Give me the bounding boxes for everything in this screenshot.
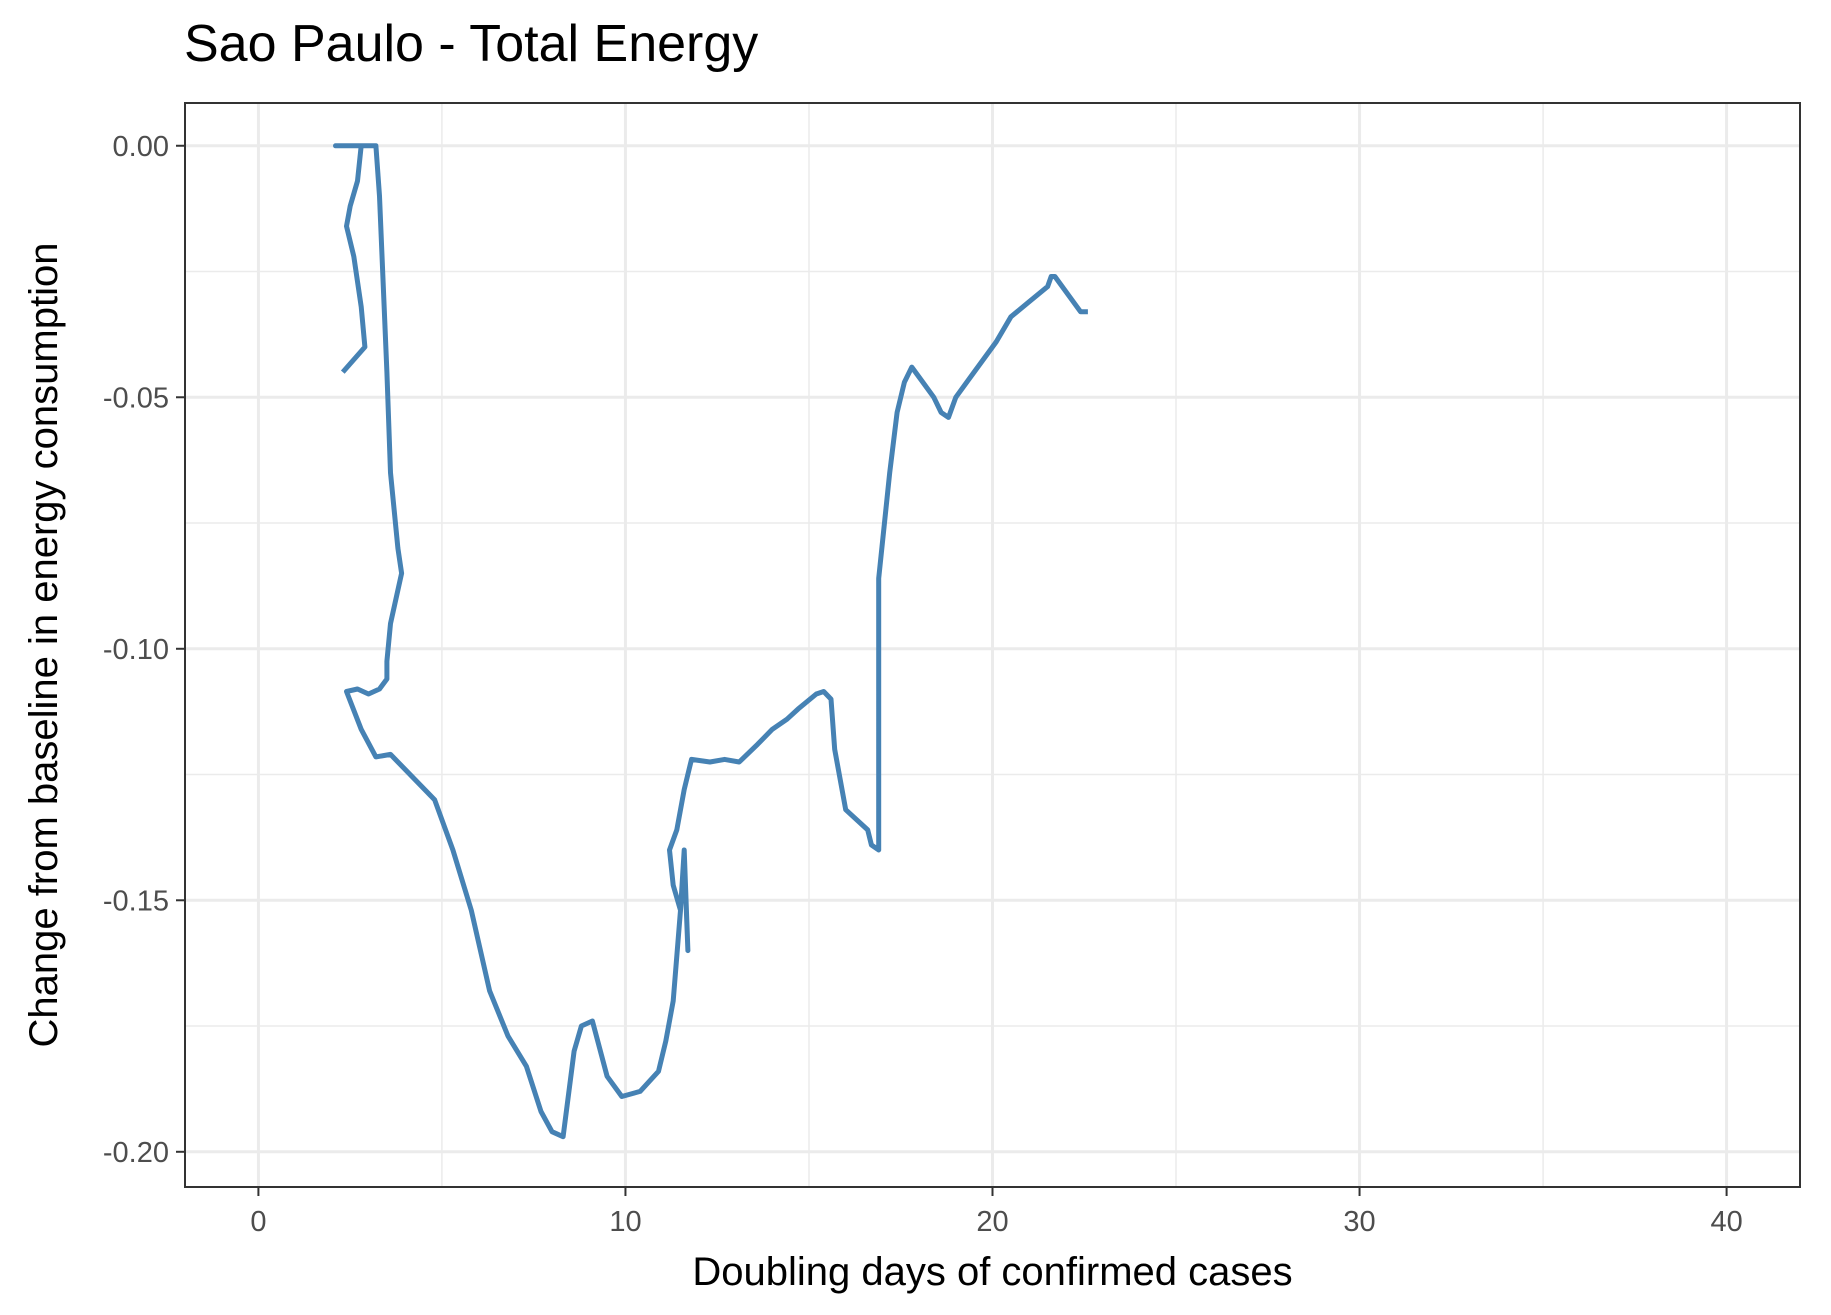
y-axis: 0.00 -0.05 -0.10 -0.15 -0.20 [103,131,185,1169]
x-axis: 0 10 20 30 40 [250,1187,1743,1238]
x-tick-label: 10 [609,1206,641,1238]
major-gridlines [185,103,1800,1187]
x-tick-label: 0 [250,1206,266,1238]
x-tick-label: 40 [1710,1206,1742,1238]
series-layer [333,143,1088,1140]
series-line-1 [333,143,1088,1140]
x-axis-title: Doubling days of confirmed cases [692,1250,1292,1294]
y-tick-label: -0.10 [103,634,169,666]
x-tick-label: 30 [1343,1206,1375,1238]
y-tick-label: -0.15 [103,885,169,917]
y-tick-label: -0.20 [103,1137,169,1169]
y-tick-label: 0.00 [113,131,169,163]
x-tick-label: 20 [976,1206,1008,1238]
y-tick-label: -0.05 [103,382,169,414]
chart-title: Sao Paulo - Total Energy [184,15,759,73]
y-axis-title: Change from baseline in energy consumpti… [22,243,66,1048]
